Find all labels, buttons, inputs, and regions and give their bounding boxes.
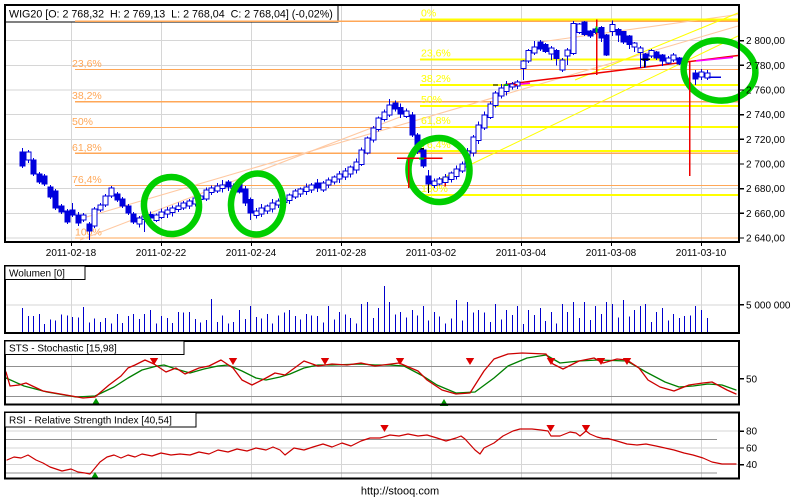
svg-text:2 740,00: 2 740,00 [746,110,785,121]
svg-text:STS - Stochastic [15,98]: STS - Stochastic [15,98] [9,344,117,355]
svg-text:2011-03-02: 2011-03-02 [406,248,457,259]
svg-text:2 800,00: 2 800,00 [746,36,785,47]
svg-text:0%: 0% [421,8,436,20]
svg-text:80: 80 [746,427,758,438]
svg-text:2 780,00: 2 780,00 [746,61,785,72]
svg-text:WIG20 [O: 2 768,32 H: 2 769,1: WIG20 [O: 2 768,32 H: 2 769,13 L: 2 768,… [9,9,333,21]
svg-text:2011-02-18: 2011-02-18 [46,248,97,259]
svg-text:100%: 100% [75,227,102,239]
svg-text:38,2%: 38,2% [72,90,102,102]
svg-text:2 680,00: 2 680,00 [746,184,785,195]
svg-text:23,6%: 23,6% [72,58,102,70]
svg-text:2 640,00: 2 640,00 [746,234,785,245]
svg-text:50%: 50% [72,116,93,128]
svg-text:2 700,00: 2 700,00 [746,160,785,171]
svg-text:2 720,00: 2 720,00 [746,135,785,146]
svg-text:61,8%: 61,8% [421,115,451,127]
svg-text:61,8%: 61,8% [72,142,102,154]
svg-text:2011-03-10: 2011-03-10 [676,248,727,259]
svg-text:2011-02-28: 2011-02-28 [316,248,367,259]
svg-text:5 000 000: 5 000 000 [746,301,791,312]
svg-text:100%: 100% [421,183,448,195]
svg-text:2011-03-08: 2011-03-08 [586,248,637,259]
svg-text:2011-02-22: 2011-02-22 [136,248,187,259]
svg-text:2 760,00: 2 760,00 [746,86,785,97]
svg-text:50: 50 [746,375,758,386]
svg-text:RSI - Relative Strength Index: RSI - Relative Strength Index [40,54] [9,416,172,427]
svg-text:2011-02-24: 2011-02-24 [226,248,277,259]
svg-text:60: 60 [746,444,758,455]
svg-text:http://stooq.com: http://stooq.com [361,486,439,498]
svg-text:76,4%: 76,4% [72,174,102,186]
svg-text:23,6%: 23,6% [421,48,451,60]
svg-text:40: 40 [746,460,758,471]
svg-text:38,2%: 38,2% [421,73,451,85]
svg-text:2 660,00: 2 660,00 [746,209,785,220]
svg-text:50%: 50% [421,94,442,106]
svg-text:2011-03-04: 2011-03-04 [496,248,547,259]
svg-text:Wolumen [0]: Wolumen [0] [9,269,65,280]
